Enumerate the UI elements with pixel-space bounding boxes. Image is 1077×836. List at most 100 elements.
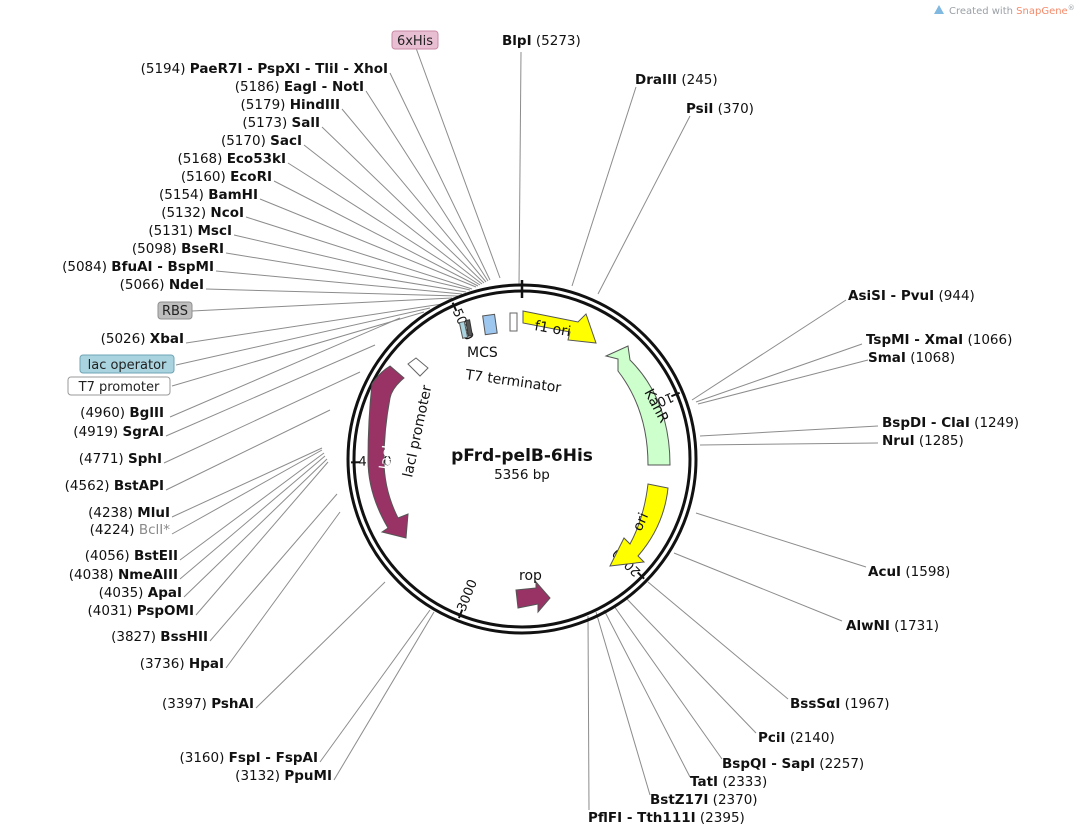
leader-line <box>209 493 338 642</box>
site-label-left: (3132) PpuMI <box>235 768 332 784</box>
site-position: (5154) <box>159 187 208 203</box>
site-name: SgrAI <box>122 424 164 440</box>
feature-label-mcs: MCS <box>467 345 498 361</box>
leader-line <box>518 51 522 286</box>
site-label-right: AcuI (1598) <box>868 564 950 580</box>
site-name: XbaI <box>150 331 184 347</box>
site-label-left: (5173) SalI <box>242 115 320 131</box>
feature-6xhis-box <box>482 313 498 336</box>
leader-line <box>595 611 651 796</box>
feature-laci-promoter <box>407 357 429 377</box>
site-label-left: (4919) SgrAI <box>73 424 164 440</box>
site-label-left: (5084) BfuAI - BspMI <box>62 259 214 275</box>
site-name: BlpI <box>502 33 532 49</box>
site-position: (5179) <box>241 97 290 113</box>
site-label-left: (4038) NmeAIII <box>69 567 178 583</box>
site-label-left: (4056) BstEII <box>85 548 178 564</box>
site-name: BssHII <box>160 629 208 645</box>
leader-line <box>647 581 789 700</box>
site-position: (4919) <box>73 424 122 440</box>
site-position: (5168) <box>178 151 227 167</box>
site-position: (5160) <box>181 169 230 185</box>
leader-line <box>303 144 483 285</box>
leader-line <box>255 581 386 709</box>
leader-line <box>691 299 847 401</box>
site-position: (4960) <box>80 405 129 421</box>
site-name: AsiSI - PvuI <box>848 288 934 304</box>
leader-line <box>613 605 723 760</box>
site-position: (5194) <box>141 61 190 77</box>
credit-mark: ® <box>1068 4 1075 12</box>
snapgene-credit: Created with SnapGene® <box>934 4 1075 17</box>
site-name: SalI <box>292 115 320 131</box>
site-label-right: BlpI (5273) <box>502 33 581 49</box>
leader-line <box>245 216 473 290</box>
leader-line <box>699 442 879 446</box>
site-name: EagI - NotI <box>284 79 364 95</box>
site-name: BstZ17I <box>650 792 708 808</box>
leader-line <box>699 425 879 437</box>
site-label-right: BstZ17I (2370) <box>650 792 758 808</box>
site-name: PspOMI <box>137 603 194 619</box>
leader-line <box>165 409 331 491</box>
site-label-left: (5160) EcoRI <box>181 169 272 185</box>
site-label-left: (5066) NdeI <box>120 277 204 293</box>
site-position: (1068) <box>906 350 955 366</box>
tag-6xhis: 6xHis <box>397 34 433 49</box>
leader-line <box>695 512 867 568</box>
leader-line <box>597 115 691 295</box>
backbone <box>346 280 698 635</box>
leader-line <box>195 461 329 616</box>
feature-ori <box>609 483 669 567</box>
site-name: Eco53kI <box>227 151 286 167</box>
site-position: (3827) <box>111 629 160 645</box>
site-position: (5026) <box>101 331 150 347</box>
site-position: (4056) <box>85 548 134 564</box>
site-label-right: TatI (2333) <box>690 774 767 790</box>
site-name: SmaI <box>868 350 906 366</box>
site-label-left: (5186) EagI - NotI <box>235 79 364 95</box>
tag-t7-promoter-box <box>67 376 171 396</box>
leader-line <box>191 297 453 312</box>
leader-line <box>319 609 431 763</box>
site-label-right: DraIII (245) <box>635 72 718 88</box>
site-name: NruI <box>882 433 915 449</box>
site-name: HpaI <box>189 656 224 672</box>
site-name: MluI <box>137 505 170 521</box>
site-label-right: PciI (2140) <box>758 730 835 746</box>
feature-tags: 6xHis RBS lac operator T7 promoter <box>67 30 439 396</box>
site-name: BamHI <box>208 187 258 203</box>
site-position: (4224) <box>90 522 139 538</box>
tick-mark <box>451 302 458 312</box>
tick-mark <box>636 571 645 580</box>
site-name: HindIII <box>290 97 340 113</box>
leader-line <box>179 455 326 580</box>
site-label-left: (5168) Eco53kI <box>178 151 286 167</box>
feature-laci <box>367 365 409 539</box>
tick-mark <box>458 609 464 619</box>
site-position: (1066) <box>963 332 1012 348</box>
leader-line <box>341 108 487 283</box>
feature-label-laci: lacI <box>377 444 396 470</box>
site-position: (4562) <box>65 478 114 494</box>
site-position: (4771) <box>79 451 128 467</box>
site-label-left: (3827) BssHII <box>111 629 208 645</box>
site-name: PflFI - Tth111I <box>588 810 696 826</box>
leader-line <box>321 126 485 284</box>
site-position: (4038) <box>69 567 118 583</box>
feature-kanr <box>604 345 671 466</box>
site-position: (2370) <box>708 792 757 808</box>
site-name: TatI <box>690 774 718 790</box>
leader-lines-left <box>163 72 491 781</box>
site-label-right: SmaI (1068) <box>868 350 955 366</box>
site-name: EcoRI <box>230 169 272 185</box>
leader-line <box>215 270 463 295</box>
site-name: NcoI <box>210 205 244 221</box>
site-position: (3736) <box>140 656 189 672</box>
site-position: (5186) <box>235 79 284 95</box>
feature-label-laci-promoter: lacI promoter <box>400 384 435 479</box>
site-name: FspI - FspAI <box>229 750 318 766</box>
leader-line <box>287 162 481 286</box>
feature-label-ori: ori <box>630 510 652 533</box>
site-label-right: BssSαI (1967) <box>790 696 890 712</box>
